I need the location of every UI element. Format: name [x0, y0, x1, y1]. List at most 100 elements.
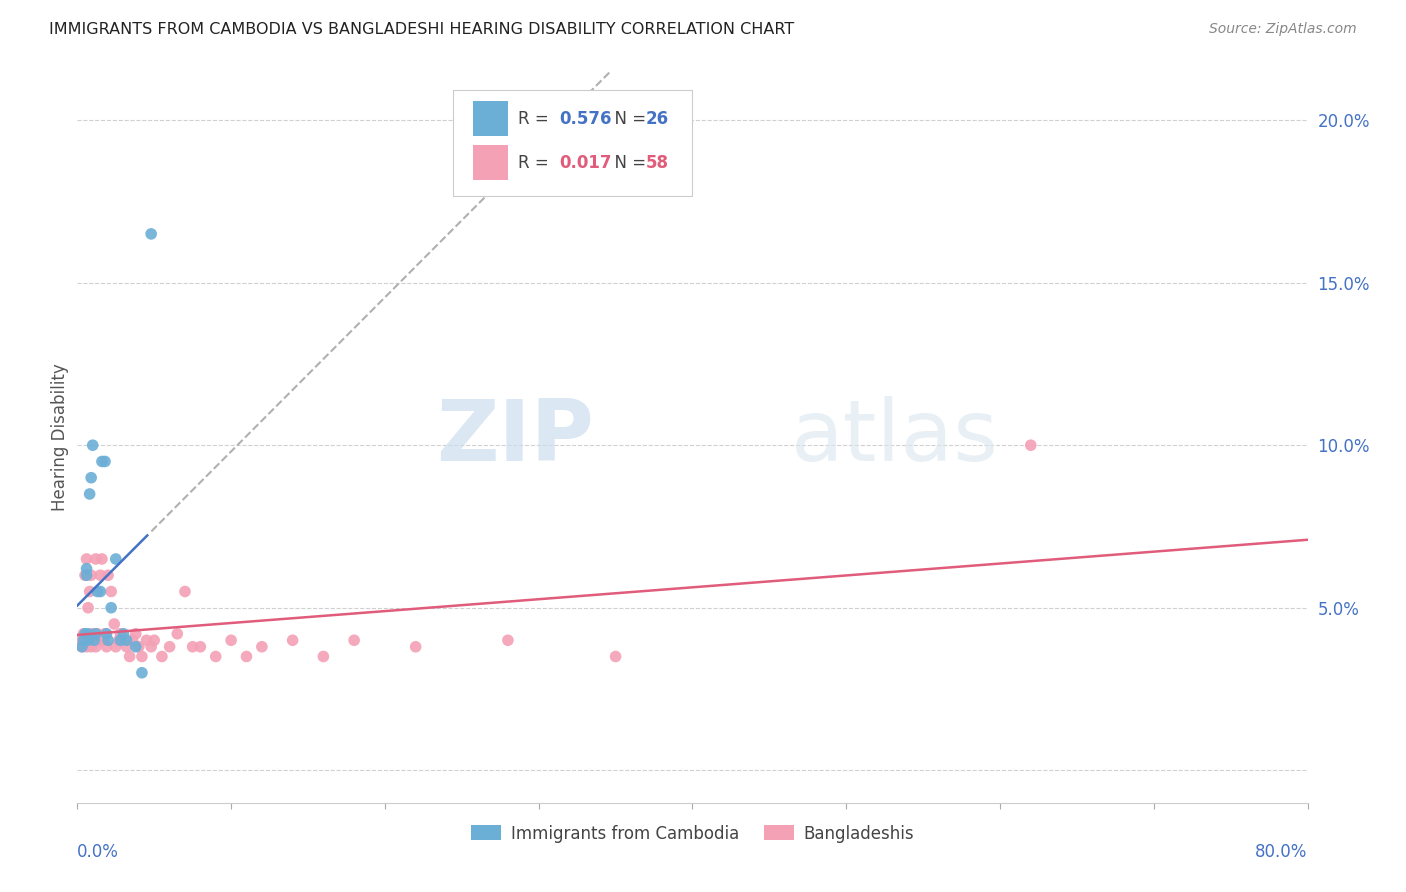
- Point: [112, 633, 135, 648]
- Y-axis label: Hearing Disability: Hearing Disability: [51, 363, 69, 511]
- Point: [73, 633, 96, 648]
- Point: [77, 626, 100, 640]
- Text: 80.0%: 80.0%: [1256, 843, 1308, 861]
- Text: N =: N =: [605, 110, 651, 128]
- Point: [94, 626, 117, 640]
- Point: [115, 640, 138, 654]
- Point: [112, 626, 135, 640]
- Point: [125, 626, 148, 640]
- Text: N =: N =: [605, 153, 651, 172]
- Point: [93, 633, 115, 648]
- Point: [219, 633, 242, 648]
- Point: [77, 633, 100, 648]
- Point: [79, 633, 101, 648]
- Text: 0.017: 0.017: [560, 153, 612, 172]
- Text: ZIP: ZIP: [436, 395, 595, 479]
- Point: [70, 640, 93, 654]
- Point: [312, 649, 335, 664]
- Point: [96, 626, 118, 640]
- Point: [82, 633, 104, 648]
- Point: [80, 640, 103, 654]
- Point: [87, 633, 110, 648]
- Point: [128, 640, 150, 654]
- Point: [96, 640, 118, 654]
- Point: [118, 649, 141, 664]
- Point: [83, 633, 105, 648]
- Point: [100, 600, 122, 615]
- Text: 26: 26: [645, 110, 669, 128]
- Point: [70, 640, 93, 654]
- Point: [131, 665, 153, 680]
- Point: [97, 568, 120, 582]
- Text: Source: ZipAtlas.com: Source: ZipAtlas.com: [1209, 22, 1357, 37]
- Point: [83, 633, 105, 648]
- Point: [80, 568, 103, 582]
- Point: [159, 640, 181, 654]
- Point: [76, 552, 98, 566]
- Point: [100, 584, 122, 599]
- Point: [77, 600, 100, 615]
- Point: [76, 562, 98, 576]
- Point: [82, 626, 104, 640]
- Point: [343, 633, 366, 648]
- Text: IMMIGRANTS FROM CAMBODIA VS BANGLADESHI HEARING DISABILITY CORRELATION CHART: IMMIGRANTS FROM CAMBODIA VS BANGLADESHI …: [49, 22, 794, 37]
- Point: [79, 584, 101, 599]
- Point: [115, 633, 138, 648]
- Point: [166, 626, 188, 640]
- FancyBboxPatch shape: [453, 90, 693, 195]
- Legend: Immigrants from Cambodia, Bangladeshis: Immigrants from Cambodia, Bangladeshis: [464, 818, 921, 849]
- Point: [181, 640, 204, 654]
- Point: [90, 552, 114, 566]
- Point: [405, 640, 427, 654]
- Point: [103, 617, 125, 632]
- Point: [77, 633, 100, 648]
- Point: [82, 438, 104, 452]
- Point: [141, 640, 163, 654]
- Text: 0.0%: 0.0%: [77, 843, 120, 861]
- Point: [1019, 438, 1042, 452]
- Point: [89, 568, 111, 582]
- Point: [104, 640, 127, 654]
- Point: [73, 568, 96, 582]
- Point: [86, 584, 108, 599]
- Text: R =: R =: [517, 153, 554, 172]
- Point: [110, 626, 132, 640]
- Point: [69, 633, 91, 648]
- Point: [131, 649, 153, 664]
- Point: [89, 584, 111, 599]
- Text: 0.576: 0.576: [560, 110, 612, 128]
- Point: [188, 640, 212, 654]
- Point: [281, 633, 304, 648]
- Point: [80, 471, 103, 485]
- Point: [141, 227, 163, 241]
- Bar: [474, 145, 508, 180]
- Point: [97, 633, 120, 648]
- Point: [84, 552, 107, 566]
- Point: [143, 633, 166, 648]
- Point: [90, 454, 114, 468]
- Point: [235, 649, 257, 664]
- Point: [104, 552, 127, 566]
- Point: [496, 633, 519, 648]
- Point: [72, 626, 94, 640]
- Text: atlas: atlas: [792, 395, 998, 479]
- Point: [72, 633, 94, 648]
- Point: [79, 487, 101, 501]
- Point: [84, 626, 107, 640]
- Text: 58: 58: [645, 153, 669, 172]
- Point: [125, 640, 148, 654]
- Point: [605, 649, 627, 664]
- Point: [250, 640, 273, 654]
- Point: [86, 626, 108, 640]
- Point: [121, 633, 143, 648]
- Point: [108, 633, 131, 648]
- Point: [204, 649, 226, 664]
- Point: [135, 633, 157, 648]
- Point: [84, 640, 107, 654]
- Text: R =: R =: [517, 110, 554, 128]
- Point: [110, 633, 132, 648]
- Point: [76, 568, 98, 582]
- Point: [73, 626, 96, 640]
- Bar: [474, 102, 508, 136]
- Point: [94, 454, 117, 468]
